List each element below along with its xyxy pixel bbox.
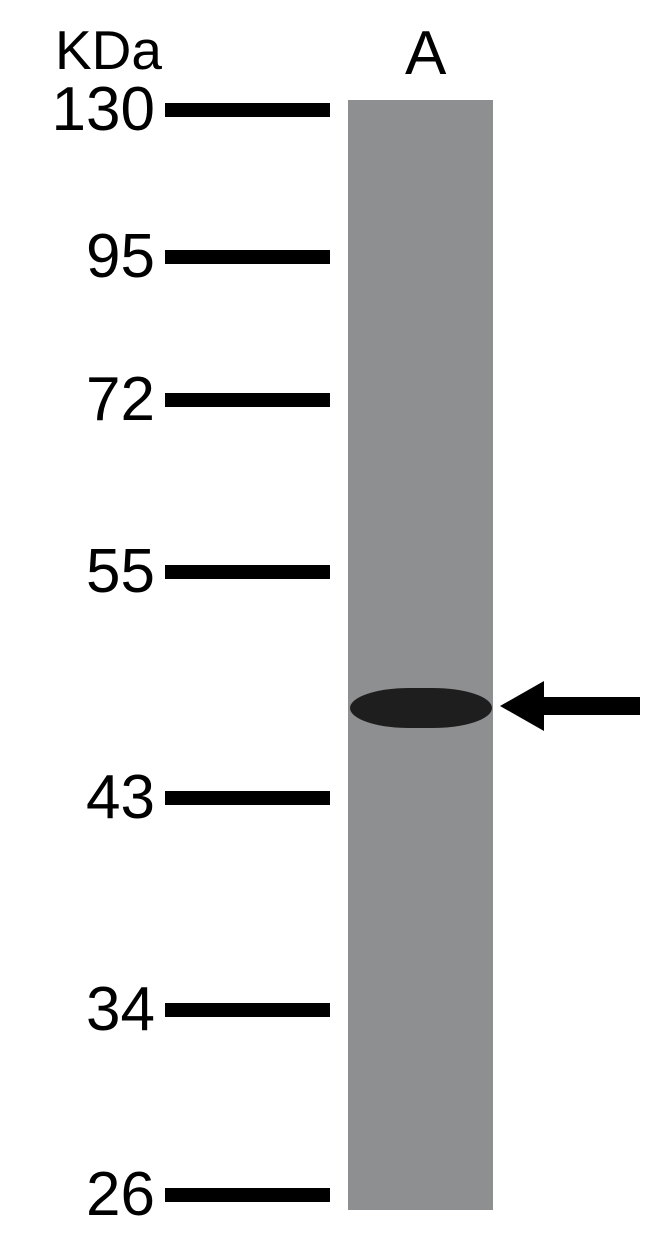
mw-label-95: 95 xyxy=(86,221,155,292)
mw-label-72: 72 xyxy=(86,364,155,435)
lane-A xyxy=(348,100,493,1210)
mw-tick-34 xyxy=(165,1003,330,1017)
arrow-shaft xyxy=(540,697,640,715)
mw-label-34: 34 xyxy=(86,974,155,1045)
arrow-head-icon xyxy=(500,681,544,731)
mw-tick-55 xyxy=(165,565,330,579)
mw-label-26: 26 xyxy=(86,1159,155,1230)
mw-tick-72 xyxy=(165,393,330,407)
mw-tick-95 xyxy=(165,250,330,264)
mw-tick-26 xyxy=(165,1188,330,1202)
mw-label-130: 130 xyxy=(52,74,155,145)
lane-label-A: A xyxy=(405,18,446,89)
mw-label-55: 55 xyxy=(86,536,155,607)
blot-figure: KDa 130 95 72 55 43 34 26 A xyxy=(0,0,650,1252)
band-A-0 xyxy=(350,688,492,728)
unit-label: KDa xyxy=(55,18,162,82)
mw-tick-130 xyxy=(165,103,330,117)
mw-label-43: 43 xyxy=(86,762,155,833)
mw-tick-43 xyxy=(165,791,330,805)
